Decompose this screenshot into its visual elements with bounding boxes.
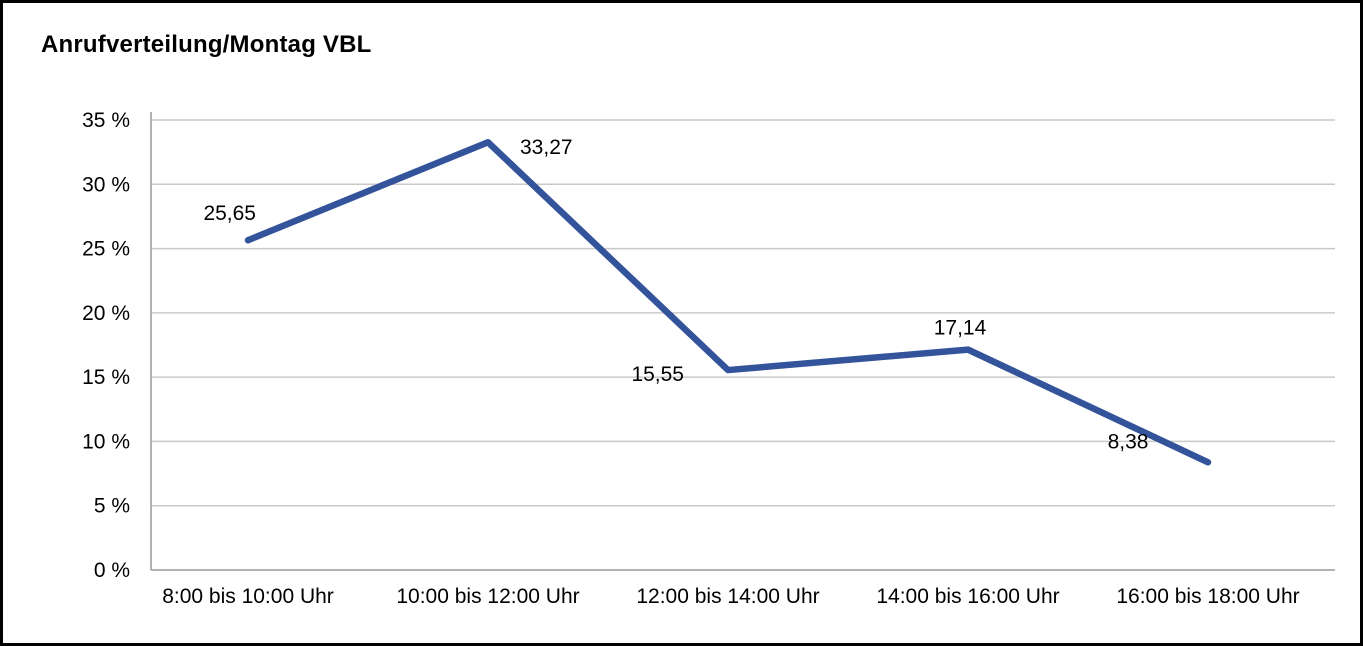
data-point-label: 8,38: [1108, 430, 1149, 453]
line-chart: 0 % 5 % 10 % 15 % 20 % 25 % 30 % 35 % 8:00 bis 1…: [82, 109, 1335, 608]
x-category-label: 14:00 bis 16:00 Uhr: [876, 585, 1059, 608]
chart-title: Anrufverteilung/Montag VBL: [41, 31, 372, 58]
y-tick-label: 20 %: [82, 302, 130, 325]
y-tick-label: 5 %: [94, 495, 130, 518]
x-category-label: 16:00 bis 18:00 Uhr: [1116, 585, 1299, 608]
y-tick-label: 30 %: [82, 173, 130, 196]
y-tick-label: 10 %: [82, 430, 130, 453]
data-point-label: 17,14: [934, 317, 987, 340]
x-category-label: 8:00 bis 10:00 Uhr: [162, 585, 334, 608]
y-tick-label: 25 %: [82, 238, 130, 261]
x-category-label: 12:00 bis 14:00 Uhr: [636, 585, 819, 608]
data-point-label: 15,55: [631, 363, 684, 386]
y-tick-label: 15 %: [82, 366, 130, 389]
y-tick-label: 35 %: [82, 109, 130, 132]
x-category-label: 10:00 bis 12:00 Uhr: [396, 585, 579, 608]
data-point-label: 33,27: [520, 136, 573, 159]
data-line: [244, 138, 1212, 466]
y-tick-label: 0 %: [94, 559, 130, 582]
data-point-label: 25,65: [203, 202, 256, 225]
